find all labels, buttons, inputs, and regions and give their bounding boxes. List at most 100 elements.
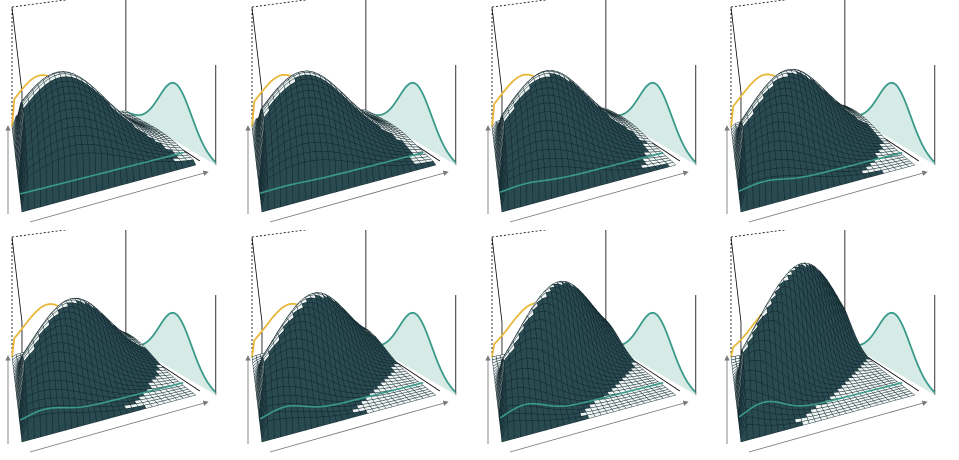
mesh-cell bbox=[48, 370, 56, 381]
marginal-y-fill bbox=[605, 82, 696, 165]
mesh-cell bbox=[276, 377, 284, 388]
mesh-cell bbox=[281, 358, 288, 369]
mesh-cell bbox=[426, 161, 436, 167]
axis-arrows bbox=[724, 125, 928, 223]
mesh-cell bbox=[277, 395, 285, 405]
mesh-cell bbox=[49, 388, 57, 399]
mesh-cell bbox=[41, 362, 49, 374]
panel-3 bbox=[480, 0, 720, 230]
x-axis-arrow bbox=[269, 170, 449, 223]
mesh-cell bbox=[38, 390, 46, 401]
mesh-cell bbox=[291, 417, 300, 434]
mesh-cell bbox=[905, 162, 916, 167]
mesh-cell bbox=[38, 398, 46, 409]
mesh-cell bbox=[296, 403, 304, 412]
mesh-cell bbox=[283, 394, 291, 404]
mesh-cell bbox=[779, 140, 788, 151]
box-edge-back-top bbox=[491, 230, 548, 238]
marginal-floor-curve bbox=[499, 151, 663, 193]
mesh-cell bbox=[767, 131, 775, 143]
mesh-cell bbox=[278, 411, 287, 420]
mesh-cell bbox=[525, 169, 533, 206]
mesh-cell bbox=[782, 167, 791, 177]
box-edge-back-top bbox=[251, 230, 308, 238]
mesh-cell bbox=[27, 416, 35, 441]
axis-arrows bbox=[5, 355, 209, 453]
box-edge-top-left bbox=[730, 6, 742, 93]
mesh-cell bbox=[70, 412, 79, 429]
mesh-cell bbox=[37, 381, 45, 393]
marginal-floor-curve bbox=[19, 381, 184, 421]
mesh-cell bbox=[533, 121, 541, 133]
mesh-cell bbox=[763, 160, 772, 171]
mesh-cell bbox=[52, 412, 60, 434]
surface-plot bbox=[5, 0, 217, 223]
mesh-cell bbox=[284, 410, 293, 419]
box-edge-top-left bbox=[251, 236, 263, 323]
mesh-cell bbox=[766, 122, 774, 134]
axis-arrows bbox=[245, 125, 449, 223]
mesh-cell bbox=[186, 159, 197, 167]
mesh-cell bbox=[774, 150, 783, 160]
axis-arrows bbox=[245, 355, 449, 453]
mesh-cell bbox=[288, 386, 296, 396]
box-edge-back-top bbox=[731, 0, 788, 8]
mesh-cell bbox=[39, 413, 48, 438]
mesh-cell bbox=[285, 417, 294, 436]
surface-mesh bbox=[730, 68, 916, 213]
mesh-cell bbox=[282, 386, 291, 396]
mesh-cell bbox=[56, 397, 64, 406]
mesh-cell bbox=[774, 140, 782, 151]
marginal-floor-curve bbox=[259, 151, 424, 194]
mesh-cell bbox=[763, 151, 771, 163]
surface-mesh bbox=[251, 292, 437, 443]
surface-mesh bbox=[251, 70, 436, 213]
surface-mesh bbox=[11, 297, 197, 443]
mesh-cell bbox=[284, 403, 292, 412]
mesh-cell bbox=[310, 416, 318, 429]
box-edge-top-left bbox=[491, 236, 502, 323]
mesh-cell bbox=[287, 367, 295, 378]
mesh-cell bbox=[291, 410, 299, 419]
mesh-cell bbox=[297, 417, 306, 433]
mesh-cell bbox=[535, 149, 544, 161]
marginal-floor-curve bbox=[739, 151, 903, 192]
mesh-cell bbox=[271, 395, 279, 406]
panel-2 bbox=[240, 0, 480, 230]
surface-plot bbox=[724, 0, 936, 223]
mesh-cell bbox=[536, 158, 545, 169]
x-axis-arrow bbox=[29, 400, 209, 453]
mesh-cell bbox=[289, 394, 297, 405]
mesh-cell bbox=[303, 411, 311, 418]
surface-plot bbox=[245, 0, 457, 223]
box-edge-top-left bbox=[491, 6, 502, 93]
mesh-cell bbox=[57, 405, 65, 414]
x-axis-arrow bbox=[29, 170, 209, 223]
surface-mesh bbox=[491, 280, 676, 443]
mesh-cell bbox=[43, 380, 51, 391]
marginal-y-fill bbox=[605, 312, 696, 395]
mesh-cell bbox=[534, 130, 542, 143]
box-edge-back-top bbox=[251, 0, 308, 8]
mesh-cell bbox=[44, 397, 52, 408]
mesh-cell bbox=[300, 124, 308, 136]
mesh-cell bbox=[43, 389, 52, 400]
marginal-y-curve bbox=[605, 81, 696, 164]
marginal-y-fill bbox=[365, 312, 456, 395]
mesh-cell bbox=[267, 174, 275, 211]
mesh-cell bbox=[46, 352, 54, 364]
box-edge-top-left bbox=[11, 6, 23, 93]
mesh-cell bbox=[49, 379, 57, 390]
mesh-cell bbox=[537, 167, 546, 203]
x-axis-arrow bbox=[749, 170, 928, 223]
surface-mesh bbox=[491, 70, 676, 213]
mesh-cell bbox=[63, 405, 71, 413]
panel-6 bbox=[240, 230, 480, 460]
mesh-cell bbox=[42, 371, 50, 383]
mesh-cell bbox=[53, 361, 61, 372]
mesh-cell bbox=[271, 387, 279, 398]
mesh-cell bbox=[297, 98, 305, 109]
mesh-cell bbox=[513, 173, 521, 209]
mesh-cell bbox=[304, 417, 312, 431]
